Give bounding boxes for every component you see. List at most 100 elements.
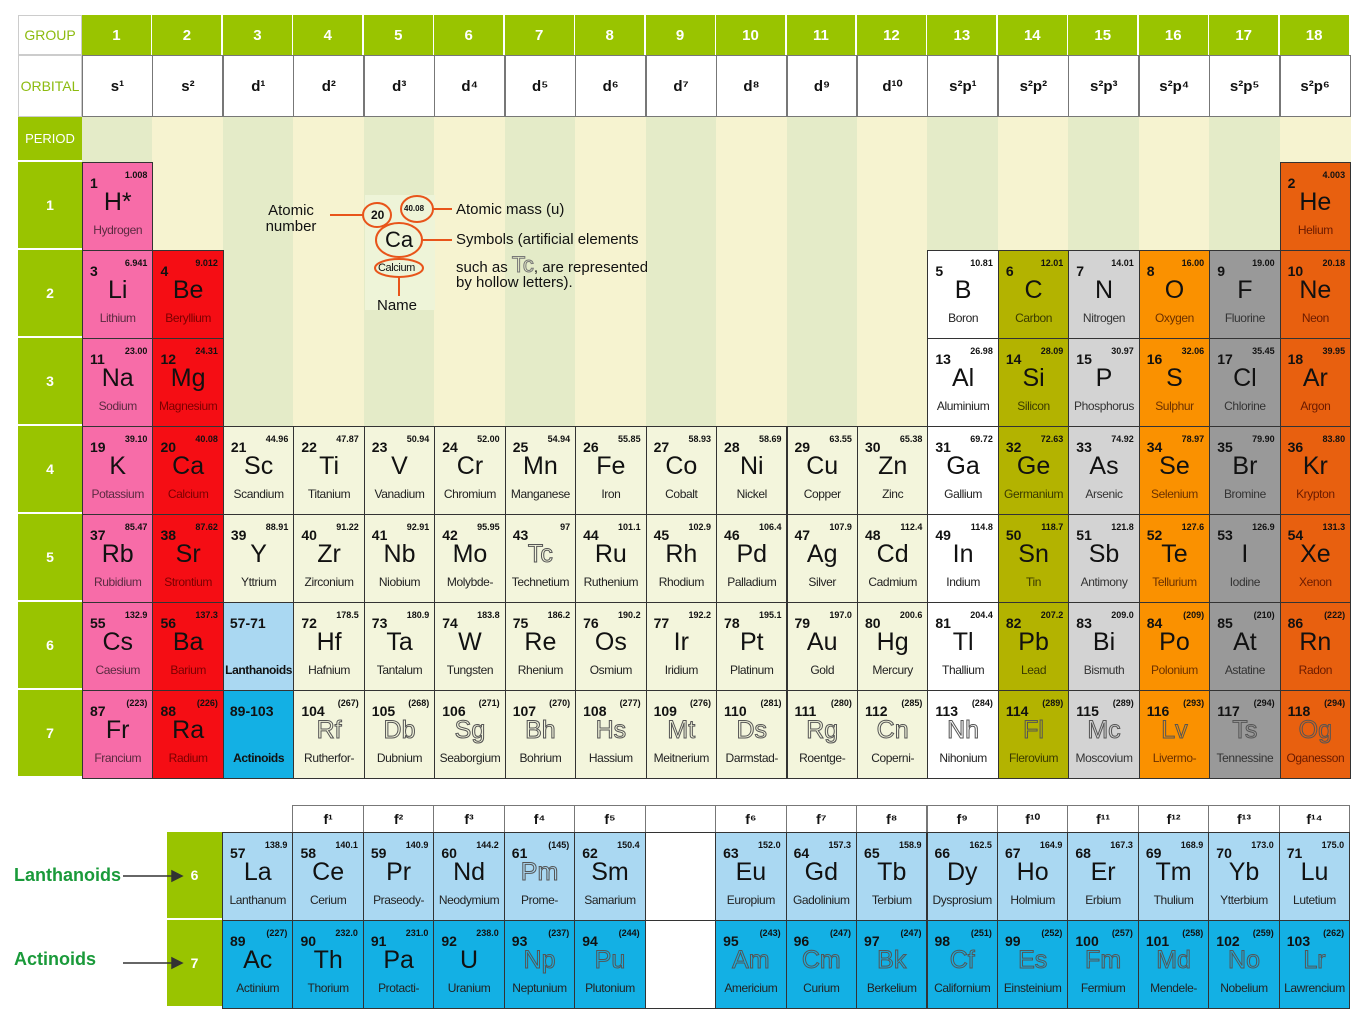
- element-cell-tl[interactable]: 81 204.4 Tl Thallium: [927, 602, 999, 691]
- element-cell-ge[interactable]: 32 72.63 Ge Germanium: [997, 426, 1070, 515]
- element-cell-yb[interactable]: 70 173.0 Yb Ytterbium: [1208, 832, 1280, 921]
- element-cell-ce[interactable]: 58 140.1 Ce Cerium: [292, 832, 364, 921]
- element-cell-co[interactable]: 27 58.93 Co Cobalt: [645, 426, 718, 515]
- element-cell-np[interactable]: 93 (237) Np Neptunium: [503, 920, 576, 1009]
- element-cell-er[interactable]: 68 167.3 Er Erbium: [1067, 832, 1139, 921]
- element-cell-in[interactable]: 49 114.8 In Indium: [927, 514, 999, 603]
- element-cell-cn[interactable]: 112 (285) Cn Coperni-: [856, 690, 929, 779]
- element-cell-ca[interactable]: 20 40.08 Ca Calcium: [152, 426, 224, 515]
- element-cell-cu[interactable]: 29 63.55 Cu Copper: [786, 426, 858, 515]
- element-cell-c[interactable]: 6 12.01 C Carbon: [997, 250, 1070, 339]
- placeholder-cell-actinoids[interactable]: 89-103 Actinoids: [222, 690, 295, 779]
- placeholder-cell-lanthanoids[interactable]: 57-71 Lanthanoids: [222, 602, 295, 691]
- element-cell-dy[interactable]: 66 162.5 Dy Dysprosium: [926, 832, 998, 921]
- element-cell-mn[interactable]: 25 54.94 Mn Manganese: [504, 426, 577, 515]
- element-cell-cf[interactable]: 98 (251) Cf Californium: [926, 920, 998, 1009]
- element-cell-ga[interactable]: 31 69.72 Ga Gallium: [927, 426, 999, 515]
- element-cell-sn[interactable]: 50 118.7 Sn Tin: [997, 514, 1070, 603]
- element-cell-po[interactable]: 84 (209) Po Polonium: [1138, 602, 1211, 691]
- element-cell-nh[interactable]: 113 (284) Nh Nihonium: [927, 690, 999, 779]
- element-cell-ag[interactable]: 47 107.9 Ag Silver: [786, 514, 858, 603]
- element-cell-zn[interactable]: 30 65.38 Zn Zinc: [856, 426, 929, 515]
- element-cell-cr[interactable]: 24 52.00 Cr Chromium: [434, 426, 506, 515]
- element-cell-mt[interactable]: 109 (276) Mt Meitnerium: [645, 690, 718, 779]
- element-cell-rb[interactable]: 37 85.47 Rb Rubidium: [82, 514, 154, 603]
- element-cell-ti[interactable]: 22 47.87 Ti Titanium: [293, 426, 365, 515]
- element-cell-o[interactable]: 8 16.00 O Oxygen: [1138, 250, 1211, 339]
- element-cell-ra[interactable]: 88 (226) Ra Radium: [152, 690, 224, 779]
- element-cell-nd[interactable]: 60 144.2 Nd Neodymium: [433, 832, 505, 921]
- element-cell-be[interactable]: 4 9.012 Be Beryllium: [152, 250, 224, 339]
- element-cell-fe[interactable]: 26 55.85 Fe Iron: [575, 426, 647, 515]
- element-cell-cm[interactable]: 96 (247) Cm Curium: [785, 920, 858, 1009]
- element-cell-f[interactable]: 9 19.00 F Fluorine: [1209, 250, 1281, 339]
- element-cell-sc[interactable]: 21 44.96 Sc Scandium: [222, 426, 295, 515]
- element-cell-ac[interactable]: 89 (227) Ac Actinium: [222, 920, 294, 1009]
- element-cell-bi[interactable]: 83 209.0 Bi Bismuth: [1068, 602, 1140, 691]
- element-cell-s[interactable]: 16 32.06 S Sulphur: [1138, 338, 1211, 427]
- element-cell-la[interactable]: 57 138.9 La Lanthanum: [222, 832, 294, 921]
- element-cell-k[interactable]: 19 39.10 K Potassium: [82, 426, 154, 515]
- element-cell-hs[interactable]: 108 (277) Hs Hassium: [575, 690, 647, 779]
- element-cell-kr[interactable]: 36 83.80 Kr Krypton: [1279, 426, 1352, 515]
- element-cell-sg[interactable]: 106 (271) Sg Seaborgium: [434, 690, 506, 779]
- element-cell-pa[interactable]: 91 231.0 Pa Protacti-: [362, 920, 435, 1009]
- element-cell-ar[interactable]: 18 39.95 Ar Argon: [1279, 338, 1352, 427]
- element-cell-cs[interactable]: 55 132.9 Cs Caesium: [82, 602, 154, 691]
- element-cell-tc[interactable]: 43 97 Tc Technetium: [504, 514, 577, 603]
- element-cell-pu[interactable]: 94 (244) Pu Plutonium: [574, 920, 646, 1009]
- element-cell-si[interactable]: 14 28.09 Si Silicon: [997, 338, 1070, 427]
- element-cell-h[interactable]: 1 1.008 H* Hydrogen: [82, 162, 154, 251]
- element-cell-br[interactable]: 35 79.90 Br Bromine: [1209, 426, 1281, 515]
- element-cell-mo[interactable]: 42 95.95 Mo Molybde-: [434, 514, 506, 603]
- element-cell-ru[interactable]: 44 101.1 Ru Ruthenium: [575, 514, 647, 603]
- element-cell-pb[interactable]: 82 207.2 Pb Lead: [997, 602, 1070, 691]
- element-cell-rn[interactable]: 86 (222) Rn Radon: [1279, 602, 1352, 691]
- element-cell-mc[interactable]: 115 (289) Mc Moscovium: [1068, 690, 1140, 779]
- element-cell-pm[interactable]: 61 (145) Pm Prome-: [503, 832, 576, 921]
- element-cell-fl[interactable]: 114 (289) Fl Flerovium: [997, 690, 1070, 779]
- element-cell-tb[interactable]: 65 158.9 Tb Terbium: [856, 832, 928, 921]
- element-cell-re[interactable]: 75 186.2 Re Rhenium: [504, 602, 577, 691]
- element-cell-pt[interactable]: 78 195.1 Pt Platinum: [716, 602, 788, 691]
- element-cell-rf[interactable]: 104 (267) Rf Rutherfor-: [293, 690, 365, 779]
- element-cell-ni[interactable]: 28 58.69 Ni Nickel: [716, 426, 788, 515]
- element-cell-pr[interactable]: 59 140.9 Pr Praseody-: [362, 832, 435, 921]
- element-cell-bh[interactable]: 107 (270) Bh Bohrium: [504, 690, 577, 779]
- element-cell-cd[interactable]: 48 112.4 Cd Cadmium: [856, 514, 929, 603]
- element-cell-ho[interactable]: 67 164.9 Ho Holmium: [996, 832, 1069, 921]
- element-cell-p[interactable]: 15 30.97 P Phosphorus: [1068, 338, 1140, 427]
- element-cell-bk[interactable]: 97 (247) Bk Berkelium: [856, 920, 928, 1009]
- element-cell-db[interactable]: 105 (268) Db Dubnium: [363, 690, 436, 779]
- element-name: Potassium: [91, 487, 145, 501]
- element-cell-nb[interactable]: 41 92.91 Nb Niobium: [363, 514, 436, 603]
- element-cell-pd[interactable]: 46 106.4 Pd Palladium: [716, 514, 788, 603]
- element-cell-gd[interactable]: 64 157.3 Gd Gadolinium: [785, 832, 858, 921]
- element-cell-w[interactable]: 74 183.8 W Tungsten: [434, 602, 506, 691]
- element-cell-os[interactable]: 76 190.2 Os Osmium: [575, 602, 647, 691]
- element-cell-y[interactable]: 39 88.91 Y Yttrium: [222, 514, 295, 603]
- element-cell-zr[interactable]: 40 91.22 Zr Zirconium: [293, 514, 365, 603]
- element-cell-hg[interactable]: 80 200.6 Hg Mercury: [856, 602, 929, 691]
- element-cell-fr[interactable]: 87 (223) Fr Francium: [82, 690, 154, 779]
- element-cell-og[interactable]: 118 (294) Og Oganesson: [1279, 690, 1352, 779]
- element-cell-ta[interactable]: 73 180.9 Ta Tantalum: [363, 602, 436, 691]
- element-cell-md[interactable]: 101 (258) Md Mendele-: [1137, 920, 1210, 1009]
- element-cell-na[interactable]: 11 23.00 Na Sodium: [82, 338, 154, 427]
- element-cell-n[interactable]: 7 14.01 N Nitrogen: [1068, 250, 1140, 339]
- element-cell-ba[interactable]: 56 137.3 Ba Barium: [152, 602, 224, 691]
- element-cell-u[interactable]: 92 238.0 U Uranium: [433, 920, 505, 1009]
- element-cell-lu[interactable]: 71 175.0 Lu Lutetium: [1278, 832, 1351, 921]
- element-cell-es[interactable]: 99 (252) Es Einsteinium: [996, 920, 1069, 1009]
- element-cell-se[interactable]: 34 78.97 Se Selenium: [1138, 426, 1211, 515]
- element-cell-ts[interactable]: 117 (294) Ts Tennessine: [1209, 690, 1281, 779]
- element-cell-te[interactable]: 52 127.6 Te Tellurium: [1138, 514, 1211, 603]
- element-cell-rh[interactable]: 45 102.9 Rh Rhodium: [645, 514, 718, 603]
- element-cell-mg[interactable]: 12 24.31 Mg Magnesium: [152, 338, 224, 427]
- element-cell-no[interactable]: 102 (259) No Nobelium: [1208, 920, 1280, 1009]
- element-cell-b[interactable]: 5 10.81 B Boron: [927, 250, 999, 339]
- element-cell-al[interactable]: 13 26.98 Al Aluminium: [927, 338, 999, 427]
- element-cell-sm[interactable]: 62 150.4 Sm Samarium: [574, 832, 646, 921]
- element-cell-i[interactable]: 53 126.9 I Iodine: [1209, 514, 1281, 603]
- element-cell-lr[interactable]: 103 (262) Lr Lawrencium: [1278, 920, 1351, 1009]
